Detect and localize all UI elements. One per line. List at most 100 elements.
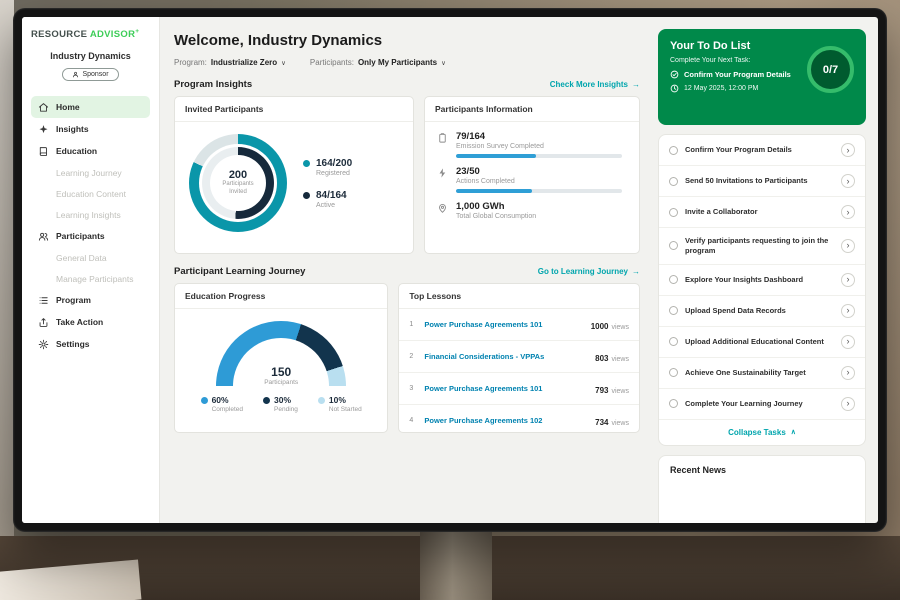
home-icon [38,102,49,113]
next-task-due: 12 May 2025, 12:00 PM [670,84,854,93]
lesson-row[interactable]: 3 Power Purchase Agreements 101 793 views [399,373,639,405]
page-title: Welcome, Industry Dynamics [174,32,383,49]
sidebar-item-participants[interactable]: Participants [31,225,150,247]
gauge-center-label: Participants [264,379,299,386]
todo-item-invite-collaborator[interactable]: Invite a Collaborator › [659,197,865,228]
insights-icon [38,124,49,135]
go-to-learning-journey-link[interactable]: Go to Learning Journey → [537,267,640,276]
sidebar-item-education[interactable]: Education [31,140,150,162]
recent-news-title: Recent News [670,464,727,475]
progress-bar [455,154,622,158]
chevron-right-icon[interactable]: › [841,272,855,287]
not-started-label: Not Started [328,406,362,413]
lesson-row[interactable]: 1 Power Purchase Agreements 101 1000 view… [399,309,639,341]
todo-checkbox[interactable] [669,207,678,217]
program-dropdown[interactable]: Program: Industrialize Zero ∨ [174,58,286,67]
sidebar-item-home[interactable]: Home [31,96,150,119]
gauge-center-value: 150 [271,365,292,379]
sidebar-item-insights[interactable]: Insights [31,118,150,140]
education-progress-card: Education Progress 150 Participants [174,283,389,433]
chevron-right-icon[interactable]: › [841,396,855,411]
todo-label: Achieve One Sustainability Target [685,367,806,377]
check-circle-icon [670,70,679,79]
todo-checkbox[interactable] [669,241,678,251]
sidebar-nav: Home Insights Education Learning Journey… [31,96,150,355]
sidebar-item-settings[interactable]: Settings [31,333,150,355]
todo-item-upload-spend-data[interactable]: Upload Spend Data Records › [659,296,865,327]
sidebar-item-general-data[interactable]: General Data [56,252,107,263]
legend-item-registered: 164/200 Registered [303,158,352,177]
todo-checkbox[interactable] [669,176,678,186]
todo-checkbox[interactable] [669,145,678,155]
todo-item-send-invitations[interactable]: Send 50 Invitations to Participants › [659,166,865,197]
todo-item-achieve-target[interactable]: Achieve One Sustainability Target › [659,358,865,389]
sidebar-item-learning-journey[interactable]: Learning Journey [56,167,122,178]
lesson-row[interactable]: 4 Power Purchase Agreements 102 734 views [399,405,639,432]
chevron-right-icon[interactable]: › [841,303,855,318]
global-consumption-stat: 1,000 GWh Total Global Consumption [437,201,627,224]
pending-pct: 30% [274,395,292,405]
todo-item-explore-insights[interactable]: Explore Your Insights Dashboard › [659,265,865,296]
lesson-link[interactable]: Power Purchase Agreements 101 [424,384,543,393]
sidebar-item-label: Settings [56,339,90,350]
sidebar-item-education-content[interactable]: Education Content [56,188,126,199]
todo-checkbox[interactable] [669,368,678,377]
sidebar-item-label: Insights [56,124,89,135]
todo-checkbox[interactable] [669,306,678,315]
education-icon [38,146,49,157]
todo-item-upload-educational-content[interactable]: Upload Additional Educational Content › [659,327,865,358]
active-value: 84/164 [316,189,347,201]
todo-item-verify-participants[interactable]: Verify participants requesting to join t… [659,228,865,265]
sidebar-item-program[interactable]: Program [31,289,150,311]
sidebar-item-manage-participants[interactable]: Manage Participants [56,273,134,284]
lesson-rank: 1 [409,321,414,328]
lesson-link[interactable]: Power Purchase Agreements 102 [424,416,543,425]
todo-label: Invite a Collaborator [685,207,758,217]
legend-item-not-started: 10% Not Started [317,395,362,413]
sidebar-item-label: Program [56,295,91,306]
collapse-tasks-button[interactable]: Collapse Tasks ∧ [728,427,796,437]
todo-title: Your To Do List [670,40,751,52]
sidebar-item-label: Education [56,146,98,157]
todo-checkbox[interactable] [669,275,678,284]
not-started-pct: 10% [328,395,346,405]
sidebar-item-learning-insights[interactable]: Learning Insights [56,209,121,220]
arrow-right-icon: → [632,80,640,89]
todo-item-confirm-program[interactable]: Confirm Your Program Details › [659,135,865,166]
todo-label: Confirm Your Program Details [685,145,792,155]
section-title: Participant Learning Journey [174,266,306,277]
sidebar-item-label: Participants [56,231,105,242]
todo-checkbox[interactable] [669,337,678,346]
logo-secondary: ADVISOR+ [89,28,140,41]
lesson-row[interactable]: 2 Financial Considerations - VPPAs 803 vi… [399,341,639,373]
participants-dropdown[interactable]: Participants: Only My Participants ∨ [310,58,446,67]
chevron-right-icon[interactable]: › [841,238,855,253]
todo-checkbox[interactable] [669,399,678,408]
program-dropdown-value: Industrialize Zero [210,58,278,67]
sponsor-badge-label: Sponsor [82,71,109,79]
stat-value: 23/50 [455,166,480,177]
lesson-views: 1000 views [590,321,629,331]
lesson-link[interactable]: Power Purchase Agreements 101 [424,320,543,329]
chevron-right-icon[interactable]: › [841,205,855,219]
registered-label: Registered [316,169,350,177]
legend-dot-active [303,191,310,199]
info-bar-fill-0 [455,154,536,158]
todo-item-complete-journey[interactable]: Complete Your Learning Journey › [659,389,865,420]
chevron-right-icon[interactable]: › [841,143,855,157]
check-more-insights-link[interactable]: Check More Insights → [549,80,640,89]
sidebar-item-take-action[interactable]: Take Action [31,311,150,333]
card-title: Invited Participants [175,97,413,122]
stat-label: Emission Survey Completed [455,143,544,150]
chevron-right-icon[interactable]: › [841,365,855,380]
lesson-link[interactable]: Financial Considerations - VPPAs [424,352,545,361]
chevron-right-icon[interactable]: › [841,174,855,188]
stat-label: Actions Completed [455,178,515,185]
participants-dropdown-label: Participants: [309,58,354,67]
chevron-right-icon[interactable]: › [841,334,855,349]
monitor-stand [420,530,492,600]
logo-primary: RESOURCE [31,29,88,41]
stat-value: 79/164 [455,131,486,142]
legend-dot-not-started [317,397,325,404]
chevron-down-icon: ∨ [441,59,446,67]
